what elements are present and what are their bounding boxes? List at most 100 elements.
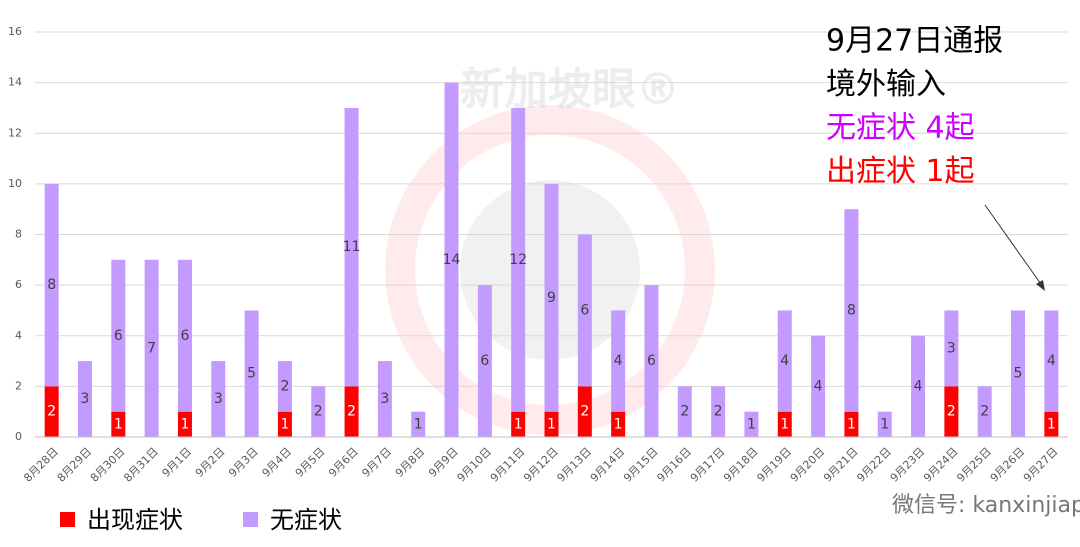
bar-segment — [944, 310, 959, 387]
x-tick-label: 9月2日 — [193, 445, 228, 480]
x-tick-label: 9月1日 — [160, 445, 195, 480]
y-tick-label: 4 — [15, 329, 22, 342]
bar-segment — [777, 310, 792, 412]
x-tick-label: 9月10日 — [454, 445, 494, 485]
data-label: 2 — [980, 404, 989, 420]
data-label: 4 — [614, 353, 623, 369]
x-tick-label: 9月13日 — [554, 445, 594, 485]
data-label: 12 — [509, 252, 527, 268]
y-tick-label: 10 — [8, 177, 22, 190]
bar-segment — [611, 310, 626, 412]
legend-swatch — [60, 512, 75, 527]
data-label: 2 — [314, 404, 323, 420]
bar-segment — [944, 386, 959, 437]
data-label: 2 — [947, 404, 956, 420]
data-label: 1 — [514, 416, 523, 432]
data-label: 2 — [680, 404, 689, 420]
bar-segment — [1011, 310, 1026, 437]
bar-segment — [911, 335, 926, 437]
bar-segment — [811, 335, 826, 437]
x-tick-label: 8月30日 — [88, 445, 128, 485]
data-label: 1 — [847, 416, 856, 432]
bar-segment — [77, 361, 92, 437]
footer: 微信号: kanxinjiapo — [892, 493, 1080, 518]
data-label: 5 — [1014, 366, 1023, 382]
x-tick-label: 9月25日 — [954, 445, 994, 485]
data-label: 1 — [547, 416, 556, 432]
bar-segment — [44, 386, 59, 437]
data-label: 1 — [880, 416, 889, 432]
x-tick-label: 9月12日 — [521, 445, 561, 485]
bar-segment — [644, 285, 659, 437]
bar-segment — [577, 386, 592, 437]
legend-label: 无症状 — [270, 506, 342, 534]
y-tick-label: 12 — [8, 126, 22, 139]
x-tick-label: 9月4日 — [260, 445, 295, 480]
data-label: 2 — [347, 404, 356, 420]
y-tick-label: 2 — [15, 379, 22, 392]
data-label: 3 — [214, 391, 223, 407]
x-tick-label: 9月16日 — [654, 445, 694, 485]
x-tick-label: 9月11日 — [488, 445, 528, 485]
x-tick-label: 8月31日 — [121, 445, 161, 485]
data-label: 8 — [47, 277, 56, 293]
bar-segment — [244, 310, 259, 437]
data-label: 1 — [180, 416, 189, 432]
data-label: 2 — [280, 378, 289, 394]
data-label: 4 — [780, 353, 789, 369]
bar-segment — [111, 411, 126, 437]
bar-segment — [44, 183, 59, 387]
x-tick-label: 9月14日 — [588, 445, 628, 485]
data-label: 1 — [747, 416, 756, 432]
data-label: 4 — [1047, 353, 1056, 369]
bar-segment — [1044, 411, 1059, 437]
data-label: 6 — [647, 353, 656, 369]
data-label: 1 — [280, 416, 289, 432]
bar-segment — [511, 411, 526, 437]
bar-segment — [277, 361, 292, 412]
y-tick-label: 16 — [8, 25, 22, 38]
bar-segment — [277, 411, 292, 437]
bar-segment — [611, 411, 626, 437]
bar-segment — [177, 259, 192, 412]
annotation: 境外输入 — [826, 67, 946, 102]
bar-segment — [544, 411, 559, 437]
bar-segment — [211, 361, 226, 437]
legend-swatch — [243, 512, 258, 527]
data-label: 6 — [180, 328, 189, 344]
data-label: 6 — [480, 353, 489, 369]
y-tick-label: 6 — [15, 278, 22, 291]
x-tick-label: 9月22日 — [854, 445, 894, 485]
bar-segment — [777, 411, 792, 437]
x-tick-label: 9月8日 — [393, 445, 428, 480]
bar-segment — [1044, 310, 1059, 412]
bar-segment — [577, 234, 592, 387]
annotation: 出症状 1起 — [826, 154, 975, 189]
bar-segment — [177, 411, 192, 437]
bar-segment — [977, 386, 992, 437]
bar-segment — [111, 259, 126, 412]
data-label: 1 — [414, 416, 423, 432]
bar-segment — [544, 183, 559, 412]
bar-segment — [877, 411, 892, 437]
data-label: 6 — [580, 302, 589, 318]
data-label: 9 — [547, 290, 556, 306]
x-tick-label: 9月19日 — [754, 445, 794, 485]
bar-segment — [377, 361, 392, 437]
data-label: 2 — [47, 404, 56, 420]
x-tick-label: 9月18日 — [721, 445, 761, 485]
data-label: 7 — [147, 340, 156, 356]
data-label: 6 — [114, 328, 123, 344]
bar-segment — [444, 82, 459, 437]
data-label: 3 — [380, 391, 389, 407]
bar-segment — [344, 107, 359, 387]
x-tick-label: 9月7日 — [359, 445, 394, 480]
y-tick-label: 14 — [8, 76, 22, 89]
x-tick-label: 9月6日 — [326, 445, 361, 480]
bar-segment — [344, 386, 359, 437]
data-label: 11 — [343, 239, 361, 255]
bar-segment — [744, 411, 759, 437]
data-label: 3 — [947, 340, 956, 356]
x-tick-label: 9月21日 — [821, 445, 861, 485]
x-tick-label: 9月15日 — [621, 445, 661, 485]
